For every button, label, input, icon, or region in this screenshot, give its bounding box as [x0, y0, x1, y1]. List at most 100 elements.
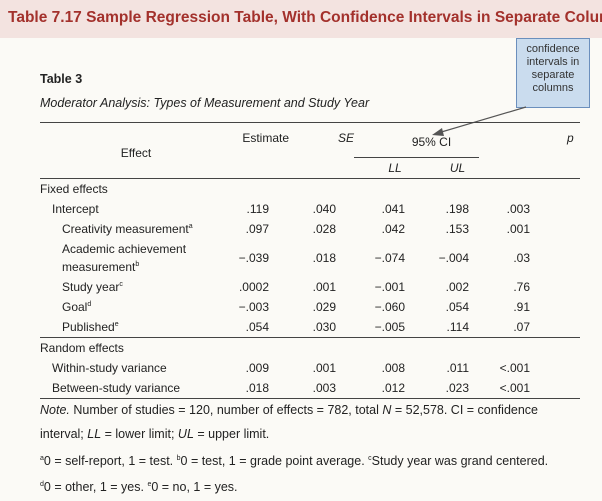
value-cell: −.060 — [374, 300, 405, 314]
value-cell: −.005 — [354, 317, 416, 338]
value-cell: .03 — [513, 251, 530, 265]
effect-cell: Goald — [40, 297, 232, 317]
footnote-text: Study year was grand centered. — [371, 454, 549, 468]
value-cell: .011 — [446, 361, 469, 375]
value-cell: .001 — [312, 280, 336, 294]
table-row: Within-study variance .009 .001 .008 .011 <.0… — [40, 358, 580, 378]
table-row: Study yearc .0002 .001 −.001 .002 .76 — [40, 277, 580, 297]
table-title: Moderator Analysis: Types of Measurement… — [40, 96, 370, 110]
footnotes: a0 = self-report, 1 = test. b0 = test, 1… — [40, 447, 580, 499]
regression-table: Effect Estimate SE 95% CI p LL UL Fixed … — [40, 122, 580, 399]
footnote-mark: a — [40, 455, 44, 462]
value-cell: .042 — [381, 222, 405, 236]
note-text: N — [382, 403, 392, 417]
effect-cell: Creativity measurementa — [40, 219, 232, 239]
value-cell: .029 — [312, 300, 336, 314]
table-body: Fixed effects Intercept .119 .040 .041 .198 .0… — [40, 178, 580, 399]
value-cell: .008 — [381, 361, 405, 375]
section-heading: Fixed effects — [40, 178, 580, 199]
header-band: Table 7.17 Sample Regression Table, With… — [0, 0, 602, 38]
effect-label: Published — [62, 320, 115, 334]
footnote-text: 0 = no, 1 = yes. — [151, 480, 238, 494]
value-cell: .054 — [232, 317, 289, 338]
value-cell: .76 — [513, 280, 530, 294]
col-header: 95% CI — [354, 122, 479, 158]
table-row: Goald −.003 .029 −.060 .054 .91 — [40, 297, 580, 317]
effect-label: Study year — [62, 280, 120, 294]
value-cell: .153 — [445, 222, 469, 236]
table-number: Table 3 — [40, 72, 83, 86]
note-text: Note. — [40, 403, 70, 417]
footnote-mark: b — [176, 455, 181, 462]
value-cell: .041 — [381, 202, 405, 216]
value-cell: .012 — [354, 378, 416, 399]
header-title: Sample Regression Table, With Confidence… — [86, 9, 602, 26]
col-header: SE — [289, 122, 354, 179]
value-cell: .054 — [445, 300, 469, 314]
value-cell: .009 — [245, 361, 269, 375]
note-text: Number of studies = 120, number of effec… — [69, 403, 383, 417]
col-header: UL — [449, 161, 466, 175]
table-note: Note. Number of studies = 120, number of… — [40, 398, 540, 446]
section-heading: Random effects — [40, 337, 580, 358]
col-header: Effect — [40, 122, 232, 179]
superscript: d — [87, 301, 92, 308]
section-row: Random effects — [40, 337, 580, 358]
table-row: Between-study variance .018.003.012.023 <.… — [40, 378, 580, 399]
value-cell: .07 — [479, 317, 580, 338]
note-text: UL — [177, 427, 194, 441]
value-cell: .097 — [245, 222, 269, 236]
footnote-line: d0 = other, 1 = yes. e0 = no, 1 = yes. — [40, 473, 580, 499]
effect-cell: Academic achievement measurementb — [40, 239, 232, 277]
effect-label: Goal — [62, 300, 88, 314]
effect-cell: Publishede — [40, 317, 232, 338]
spacer — [479, 122, 547, 158]
note-text: LL — [87, 427, 102, 441]
value-cell: .003 — [289, 378, 354, 399]
value-cell: .001 — [312, 361, 336, 375]
value-cell: .001 — [506, 222, 530, 236]
table-row: Academic achievement measurementb −.039 .0… — [40, 239, 580, 277]
value-cell: .018 — [232, 378, 289, 399]
value-cell: −.001 — [374, 280, 405, 294]
effect-label: Within-study variance — [52, 361, 167, 375]
effect-cell: Study yearc — [40, 277, 232, 297]
value-cell: .028 — [312, 222, 336, 236]
callout: confidence intervals in separate columns — [516, 38, 590, 108]
effect-cell: Intercept — [40, 199, 232, 219]
effect-label: Intercept — [52, 202, 99, 216]
value-cell: −.039 — [238, 251, 269, 265]
table-row: Publishede .054.030 −.005.114.07 — [40, 317, 580, 338]
footnote-text: 0 = test, 1 = grade point average. — [180, 454, 369, 468]
note-text: = 52,578. CI = confidence interval; — [40, 403, 539, 441]
value-cell: .114 — [416, 317, 479, 338]
superscript: e — [114, 321, 119, 328]
footnote-mark: c — [368, 455, 372, 462]
col-header: p — [547, 122, 580, 179]
superscript: c — [119, 281, 123, 288]
superscript: a — [188, 223, 193, 230]
value-cell: .91 — [513, 300, 530, 314]
value-cell: .018 — [312, 251, 336, 265]
col-header: LL — [388, 161, 402, 175]
table-row: Creativity measurementa .097 .028 .042 .153.… — [40, 219, 580, 239]
effect-label: Academic achievement measurement — [62, 242, 187, 274]
table-row: Intercept .119 .040 .041 .198 .003 — [40, 199, 580, 219]
value-cell: .119 — [246, 202, 269, 216]
footnote-text: 0 = self-report, 1 = test. — [43, 454, 177, 468]
col-header: Estimate — [232, 122, 289, 179]
note-text: = upper limit. — [193, 427, 270, 441]
value-cell: −.003 — [238, 300, 269, 314]
value-cell: .002 — [445, 280, 469, 294]
note-text: = lower limit; — [101, 427, 178, 441]
value-cell: .040 — [312, 202, 336, 216]
value-cell: .030 — [289, 317, 354, 338]
value-cell: <.001 — [479, 378, 580, 399]
footnote-mark: e — [147, 481, 152, 488]
footnote-text: 0 = other, 1 = yes. — [43, 480, 148, 494]
header: Table 7.17 Sample Regression Table, With… — [8, 9, 602, 27]
effect-label: Between-study variance — [52, 381, 181, 395]
header-label: Table 7.17 — [8, 9, 82, 26]
footnote-line: a0 = self-report, 1 = test. b0 = test, 1… — [40, 447, 580, 473]
